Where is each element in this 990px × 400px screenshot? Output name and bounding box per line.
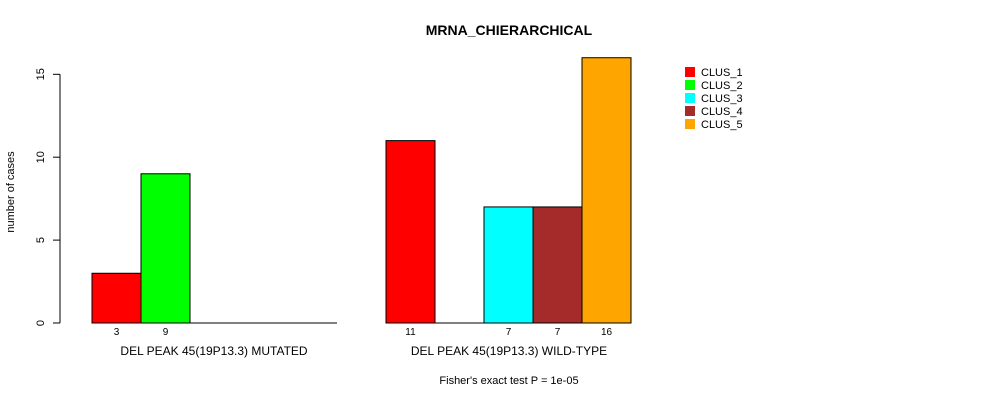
legend-label-clus_3: CLUS_3 (701, 93, 743, 105)
bar-clus_4-group-2 (532, 206, 583, 324)
bar-clus_3-group-2 (483, 206, 534, 324)
legend-label-clus_4: CLUS_4 (701, 106, 743, 118)
count-label: 3 (114, 327, 120, 338)
y-axis-label: number of cases (5, 151, 17, 233)
legend-swatch-clus_2 (685, 80, 695, 90)
y-tick-label: 0 (35, 320, 47, 326)
bars (91, 57, 632, 324)
count-label: 7 (506, 327, 512, 338)
bar-clus_2-group-1 (140, 173, 191, 324)
legend-swatch-clus_3 (685, 93, 695, 103)
x-axis-caption: Fisher's exact test P = 1e-05 (439, 375, 578, 387)
group-labels: DEL PEAK 45(19P13.3) MUTATED DEL PEAK 45(… (120, 344, 607, 358)
legend-label-clus_2: CLUS_2 (701, 80, 743, 92)
y-axis: 0 5 10 15 (35, 68, 61, 326)
legend-swatch-clus_1 (685, 67, 695, 77)
legend-swatch-clus_4 (685, 106, 695, 116)
bar-clus_5-group-2 (581, 57, 632, 324)
legend-label-clus_5: CLUS_5 (701, 119, 743, 131)
count-label: 9 (163, 327, 169, 338)
group-label-1: DEL PEAK 45(19P13.3) MUTATED (120, 344, 308, 358)
chart-title: MRNA_CHIERARCHICAL (426, 22, 593, 38)
count-label: 7 (555, 327, 561, 338)
count-label: 16 (601, 327, 613, 338)
y-tick-label: 10 (35, 151, 47, 163)
count-labels: 3 9 11 7 7 16 (114, 327, 613, 338)
bar-clus_1-group-1 (91, 272, 142, 324)
y-tick-label: 15 (35, 68, 47, 80)
bar-clus_1-group-2 (385, 140, 436, 324)
group-label-2: DEL PEAK 45(19P13.3) WILD-TYPE (411, 344, 607, 358)
legend-label-clus_1: CLUS_1 (701, 67, 743, 79)
count-label: 11 (405, 327, 416, 338)
y-tick-label: 5 (35, 237, 47, 243)
legend-swatch-clus_5 (685, 119, 695, 129)
